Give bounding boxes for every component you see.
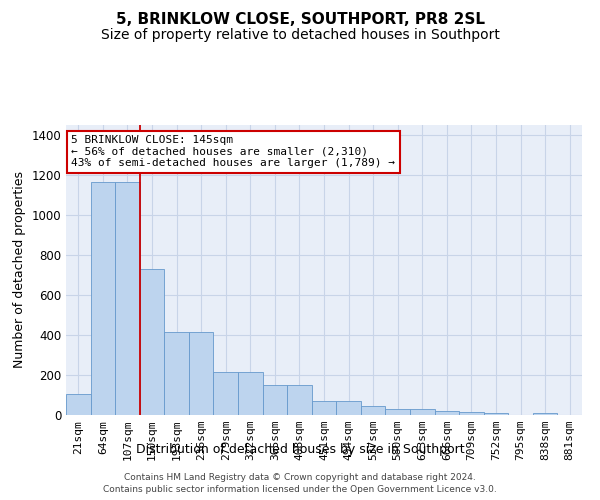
Bar	[263, 385, 287, 415]
Bar	[312, 401, 336, 415]
Bar	[385, 409, 410, 415]
Bar	[361, 406, 385, 415]
Bar	[189, 332, 214, 415]
Bar	[336, 401, 361, 415]
Bar	[238, 372, 263, 415]
Text: Contains public sector information licensed under the Open Government Licence v3: Contains public sector information licen…	[103, 485, 497, 494]
Text: 5 BRINKLOW CLOSE: 145sqm
← 56% of detached houses are smaller (2,310)
43% of sem: 5 BRINKLOW CLOSE: 145sqm ← 56% of detach…	[71, 135, 395, 168]
Y-axis label: Number of detached properties: Number of detached properties	[13, 172, 26, 368]
Bar	[533, 413, 557, 415]
Text: Size of property relative to detached houses in Southport: Size of property relative to detached ho…	[101, 28, 499, 42]
Bar	[434, 411, 459, 415]
Bar	[214, 372, 238, 415]
Text: 5, BRINKLOW CLOSE, SOUTHPORT, PR8 2SL: 5, BRINKLOW CLOSE, SOUTHPORT, PR8 2SL	[115, 12, 485, 28]
Bar	[410, 409, 434, 415]
Bar	[66, 394, 91, 415]
Bar	[287, 385, 312, 415]
Text: Contains HM Land Registry data © Crown copyright and database right 2024.: Contains HM Land Registry data © Crown c…	[124, 472, 476, 482]
Bar	[164, 332, 189, 415]
Bar	[91, 182, 115, 415]
Bar	[459, 412, 484, 415]
Bar	[140, 269, 164, 415]
Bar	[115, 182, 140, 415]
Bar	[484, 413, 508, 415]
Text: Distribution of detached houses by size in Southport: Distribution of detached houses by size …	[136, 442, 464, 456]
